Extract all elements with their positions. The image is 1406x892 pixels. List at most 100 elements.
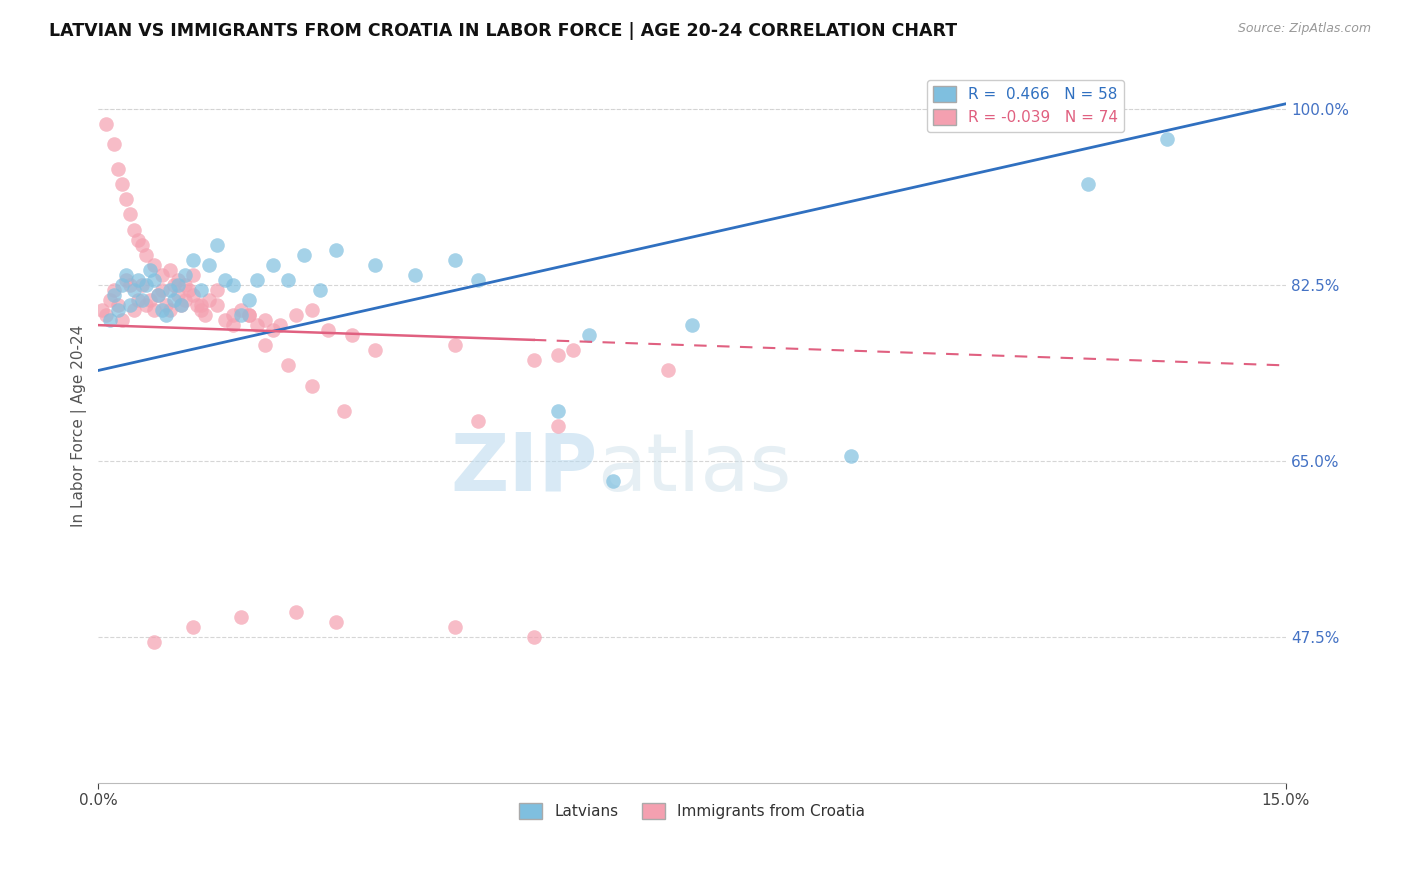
Point	[262, 323, 284, 337]
Point	[118, 298, 141, 312]
Point	[118, 277, 141, 292]
Point	[285, 605, 308, 619]
Point	[238, 308, 260, 322]
Y-axis label: In Labor Force | Age 20-24: In Labor Force | Age 20-24	[72, 325, 87, 527]
Point	[262, 258, 284, 272]
Point	[131, 237, 153, 252]
Point	[107, 298, 129, 312]
Point	[115, 192, 138, 206]
Point	[159, 303, 181, 318]
Point	[325, 615, 347, 629]
Point	[139, 293, 162, 307]
Point	[333, 403, 356, 417]
Point	[602, 474, 624, 488]
Text: atlas: atlas	[598, 430, 792, 508]
Point	[238, 308, 260, 322]
Point	[111, 313, 134, 327]
Point	[340, 328, 363, 343]
Point	[562, 343, 585, 358]
Point	[91, 303, 114, 318]
Point	[103, 288, 125, 302]
Point	[292, 248, 315, 262]
Point	[183, 620, 205, 634]
Point	[111, 277, 134, 292]
Point	[155, 298, 177, 312]
Point	[122, 222, 145, 236]
Point	[96, 117, 118, 131]
Point	[96, 308, 118, 322]
Point	[246, 273, 269, 287]
Point	[214, 313, 236, 327]
Point	[229, 303, 252, 318]
Point	[246, 318, 269, 333]
Point	[115, 273, 138, 287]
Point	[162, 277, 184, 292]
Point	[214, 273, 236, 287]
Point	[443, 620, 465, 634]
Point	[269, 318, 291, 333]
Point	[364, 343, 387, 358]
Point	[681, 318, 703, 333]
Point	[142, 303, 165, 318]
Point	[131, 293, 153, 307]
Point	[443, 338, 465, 352]
Point	[170, 298, 193, 312]
Point	[364, 258, 387, 272]
Point	[107, 303, 129, 318]
Point	[839, 449, 862, 463]
Point	[222, 318, 245, 333]
Point	[253, 338, 276, 352]
Point	[404, 268, 426, 282]
Point	[443, 252, 465, 267]
Point	[523, 630, 546, 644]
Point	[146, 288, 169, 302]
Point	[183, 268, 205, 282]
Point	[98, 313, 121, 327]
Point	[547, 418, 569, 433]
Point	[467, 414, 489, 428]
Point	[166, 273, 188, 287]
Point	[122, 303, 145, 318]
Point	[150, 303, 173, 318]
Point	[205, 298, 228, 312]
Point	[146, 288, 169, 302]
Point	[107, 162, 129, 177]
Point	[150, 283, 173, 297]
Point	[127, 233, 149, 247]
Point	[142, 258, 165, 272]
Point	[179, 283, 201, 297]
Point	[142, 635, 165, 649]
Point	[301, 303, 323, 318]
Point	[135, 277, 157, 292]
Point	[127, 273, 149, 287]
Point	[198, 293, 221, 307]
Point	[229, 308, 252, 322]
Point	[194, 308, 217, 322]
Point	[115, 268, 138, 282]
Point	[547, 348, 569, 362]
Point	[170, 298, 193, 312]
Point	[127, 293, 149, 307]
Point	[205, 237, 228, 252]
Point	[150, 268, 173, 282]
Point	[159, 283, 181, 297]
Point	[135, 298, 157, 312]
Point	[174, 268, 197, 282]
Point	[190, 303, 212, 318]
Point	[174, 293, 197, 307]
Point	[135, 248, 157, 262]
Point	[316, 323, 339, 337]
Point	[159, 262, 181, 277]
Point	[657, 363, 679, 377]
Point	[190, 298, 212, 312]
Legend: Latvians, Immigrants from Croatia: Latvians, Immigrants from Croatia	[513, 797, 870, 825]
Point	[253, 313, 276, 327]
Point	[277, 359, 299, 373]
Point	[103, 136, 125, 151]
Point	[229, 610, 252, 624]
Point	[277, 273, 299, 287]
Point	[205, 283, 228, 297]
Point	[98, 293, 121, 307]
Point	[301, 378, 323, 392]
Text: Source: ZipAtlas.com: Source: ZipAtlas.com	[1237, 22, 1371, 36]
